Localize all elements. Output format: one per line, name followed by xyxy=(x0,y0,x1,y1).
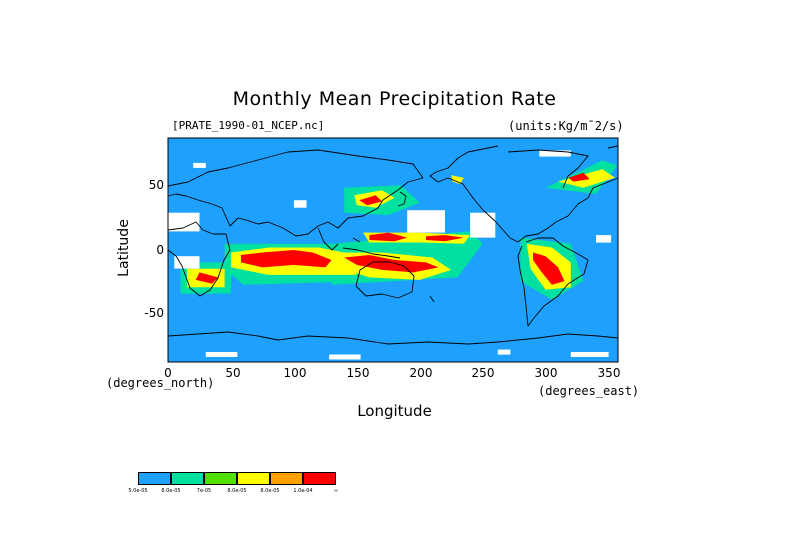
missing-data-patch xyxy=(329,354,361,360)
x-axis-label: Longitude xyxy=(357,402,432,420)
ytick-50: 50 xyxy=(148,178,164,192)
legend-label-6: 1.0e-04 xyxy=(293,488,313,494)
xtick-300: 300 xyxy=(534,366,558,380)
precip-region xyxy=(451,175,464,184)
legend-label-2: 8.0e-05 xyxy=(161,488,181,494)
missing-data-patch xyxy=(174,256,200,269)
legend-swatch-6 xyxy=(303,472,336,485)
xtick-0: 0 xyxy=(164,366,172,380)
source-filename: [PRATE_1990-01_NCEP.nc] xyxy=(172,119,325,132)
precip-region xyxy=(195,272,219,284)
missing-data-patch xyxy=(570,352,609,357)
ytick-0: 0 xyxy=(156,243,164,257)
xtick-250: 250 xyxy=(471,366,495,380)
missing-data-patch xyxy=(407,210,445,233)
legend-label-7: ∞ xyxy=(333,488,339,494)
legend-label-4: 8.0e-05 xyxy=(227,488,247,494)
legend-swatch-5 xyxy=(270,472,303,485)
precip-region xyxy=(359,195,382,206)
precip-regions xyxy=(180,160,618,300)
precip-region xyxy=(241,250,332,268)
y-axis-unit: (degrees_north) xyxy=(106,376,215,390)
missing-data-patch xyxy=(205,352,238,357)
precip-region xyxy=(369,232,408,242)
plot-frame xyxy=(167,137,619,363)
legend-swatch-2 xyxy=(171,472,204,485)
coastlines xyxy=(167,145,619,345)
units-label: (units:Kg/m¯2/s) xyxy=(508,119,624,133)
legend-swatch-4 xyxy=(237,472,270,485)
precip-region xyxy=(533,252,565,285)
xtick-200: 200 xyxy=(409,366,433,380)
missing-data-patch xyxy=(539,150,571,157)
x-axis-unit: (degrees_east) xyxy=(538,384,640,398)
missing-data-patch xyxy=(193,162,206,168)
missing-data-patch xyxy=(596,235,612,243)
missing-data-patches xyxy=(168,150,612,360)
y-axis-label: Latitude xyxy=(116,219,132,277)
xtick-50: 50 xyxy=(225,366,241,380)
xtick-100: 100 xyxy=(283,366,307,380)
chart-title: Monthly Mean Precipitation Rate xyxy=(232,88,557,110)
legend-swatch-1 xyxy=(138,472,171,485)
missing-data-patch xyxy=(168,212,200,232)
precip-region xyxy=(344,255,439,273)
legend-label-1: 5.0e-05 xyxy=(128,488,148,494)
missing-data-patch xyxy=(497,349,511,355)
missing-data-patch xyxy=(293,200,307,208)
xtick-350: 350 xyxy=(597,366,621,380)
precip-region xyxy=(568,172,590,182)
xtick-150: 150 xyxy=(346,366,370,380)
legend-label-3: 7e-05 xyxy=(196,488,212,494)
legend-swatch-3 xyxy=(204,472,237,485)
legend-label-5: 8.0e-05 xyxy=(260,488,280,494)
precipitation-map xyxy=(167,137,619,363)
precip-region xyxy=(426,235,464,242)
missing-data-patch xyxy=(470,212,496,238)
ytick-minus50: -50 xyxy=(144,306,164,320)
